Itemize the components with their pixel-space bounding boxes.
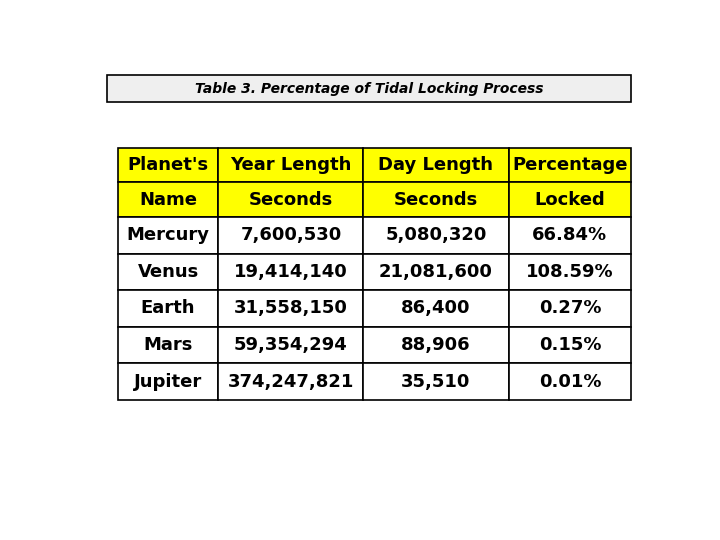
Bar: [508, 363, 631, 400]
Bar: [364, 327, 508, 363]
Text: 7,600,530: 7,600,530: [240, 226, 341, 244]
Bar: [118, 183, 218, 217]
Bar: [508, 183, 631, 217]
Bar: [508, 327, 631, 363]
Text: 31,558,150: 31,558,150: [234, 300, 348, 318]
Bar: [107, 75, 631, 102]
Bar: [118, 290, 218, 327]
Bar: [218, 290, 364, 327]
Text: Earth: Earth: [141, 300, 195, 318]
Text: 0.27%: 0.27%: [539, 300, 601, 318]
Bar: [508, 290, 631, 327]
Bar: [118, 148, 218, 183]
Bar: [218, 327, 364, 363]
Bar: [218, 183, 364, 217]
Text: Day Length: Day Length: [379, 156, 493, 174]
Text: Year Length: Year Length: [230, 156, 351, 174]
Text: 21,081,600: 21,081,600: [379, 263, 493, 281]
Text: 0.15%: 0.15%: [539, 336, 601, 354]
Text: Table 3. Percentage of Tidal Locking Process: Table 3. Percentage of Tidal Locking Pro…: [194, 82, 544, 96]
Bar: [218, 217, 364, 254]
Text: Jupiter: Jupiter: [134, 373, 202, 390]
Bar: [118, 363, 218, 400]
Text: 0.01%: 0.01%: [539, 373, 601, 390]
Bar: [364, 363, 508, 400]
Text: 88,906: 88,906: [401, 336, 471, 354]
Bar: [508, 217, 631, 254]
Text: 66.84%: 66.84%: [532, 226, 608, 244]
Bar: [508, 254, 631, 290]
Text: Seconds: Seconds: [394, 191, 478, 209]
Bar: [118, 254, 218, 290]
Bar: [508, 148, 631, 183]
Text: 19,414,140: 19,414,140: [234, 263, 348, 281]
Text: 108.59%: 108.59%: [526, 263, 613, 281]
Bar: [364, 217, 508, 254]
Bar: [364, 148, 508, 183]
Text: Locked: Locked: [534, 191, 606, 209]
Text: Percentage: Percentage: [512, 156, 628, 174]
Text: Seconds: Seconds: [248, 191, 333, 209]
Text: Name: Name: [139, 191, 197, 209]
Text: 59,354,294: 59,354,294: [234, 336, 348, 354]
Bar: [218, 363, 364, 400]
Bar: [118, 327, 218, 363]
Bar: [364, 183, 508, 217]
Text: Planet's: Planet's: [127, 156, 209, 174]
Text: Mercury: Mercury: [127, 226, 210, 244]
Text: 35,510: 35,510: [401, 373, 471, 390]
Bar: [118, 217, 218, 254]
Text: 5,080,320: 5,080,320: [385, 226, 487, 244]
Text: 374,247,821: 374,247,821: [228, 373, 354, 390]
Text: Venus: Venus: [138, 263, 199, 281]
Text: 86,400: 86,400: [401, 300, 471, 318]
Bar: [218, 148, 364, 183]
Bar: [364, 254, 508, 290]
Text: Mars: Mars: [143, 336, 193, 354]
Bar: [364, 290, 508, 327]
Bar: [218, 254, 364, 290]
